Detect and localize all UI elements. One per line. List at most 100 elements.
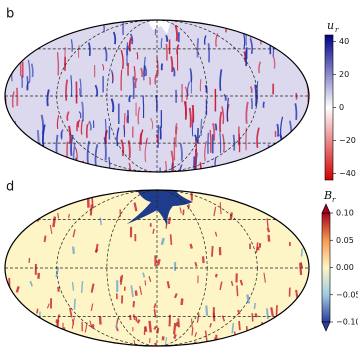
field-streak [251, 313, 254, 322]
field-streak [291, 197, 296, 208]
field-streak [148, 275, 152, 282]
flow-stripe [203, 35, 207, 45]
field-streak [17, 336, 20, 343]
flow-stripe [57, 153, 60, 172]
panel-label: d [6, 180, 14, 195]
flow-stripe [226, 97, 229, 122]
field-streak [177, 318, 180, 328]
flow-stripe [14, 40, 17, 49]
flow-stripe [305, 25, 309, 34]
flow-stripe [286, 171, 290, 172]
field-streak [267, 234, 271, 242]
flow-stripe [26, 47, 30, 55]
field-streak [52, 216, 57, 228]
flow-stripe [188, 107, 192, 128]
flow-stripe [269, 40, 272, 55]
flow-stripe [28, 147, 31, 160]
field-streak [196, 313, 200, 323]
field-streak [49, 224, 53, 235]
flow-stripe [10, 158, 14, 172]
field-streak [161, 336, 165, 341]
field-streak [270, 307, 274, 317]
field-streak [154, 342, 158, 346]
colorbar-tick-label: −40 [339, 169, 356, 178]
flow-stripe [6, 53, 9, 71]
field-streak [15, 286, 20, 293]
field-streak [299, 262, 303, 276]
field-streak [239, 279, 244, 286]
colorbar-tick-label: 20 [339, 70, 349, 79]
flow-stripe [112, 31, 117, 45]
field-streak [265, 308, 269, 320]
flow-stripe [19, 159, 22, 172]
flow-stripe [129, 33, 134, 45]
flow-stripe [290, 48, 294, 58]
flow-stripe [232, 134, 236, 151]
field-streak [5, 195, 8, 204]
field-streak [246, 294, 251, 304]
flow-stripe [212, 122, 216, 141]
flow-stripe [290, 143, 294, 152]
flow-stripe [120, 49, 124, 70]
field-streak [129, 314, 132, 321]
flow-stripe [8, 26, 12, 45]
flow-stripe [150, 117, 154, 130]
flow-stripe [268, 160, 271, 172]
flow-stripe [140, 129, 144, 145]
flow-stripe [33, 141, 37, 155]
flow-stripe [133, 65, 136, 81]
flow-stripe [112, 72, 114, 83]
flow-stripe [196, 38, 199, 58]
field-streak [153, 325, 157, 330]
flow-stripe [82, 160, 86, 172]
field-streak [258, 243, 262, 248]
field-streak [179, 207, 182, 214]
flow-stripe [127, 140, 131, 159]
field-streak [89, 204, 93, 216]
flow-stripe [270, 153, 274, 172]
field-streak [71, 317, 75, 329]
flow-stripe [116, 127, 120, 147]
field-streak [185, 344, 189, 346]
field-streak [193, 341, 198, 346]
field-streak [72, 229, 76, 238]
panel: d 0.10 0.05 0.00 −0.05 −0.10 B r [4, 180, 358, 347]
flow-stripe [254, 84, 258, 107]
flow-stripe [160, 38, 163, 49]
field-streak [119, 274, 124, 285]
flow-stripe [46, 89, 50, 107]
flow-stripe [209, 129, 212, 153]
field-streak [43, 235, 47, 243]
flow-stripe [30, 63, 34, 78]
flow-stripe [170, 56, 174, 73]
flow-stripe [294, 156, 297, 172]
flow-stripe [70, 134, 74, 156]
flow-stripe [143, 56, 146, 77]
flow-stripe [41, 124, 46, 147]
flow-stripe [179, 143, 183, 161]
field-streak [303, 238, 308, 243]
field-streak [194, 261, 198, 267]
flow-stripe [140, 67, 144, 77]
field-streak [263, 272, 266, 283]
flow-stripe [40, 114, 45, 135]
field-streak [236, 285, 239, 297]
field-streak [191, 318, 193, 329]
flow-stripe [276, 147, 281, 164]
field-streak [189, 243, 193, 249]
flow-stripe [120, 139, 125, 157]
field-streak [9, 322, 14, 335]
field-streak [230, 280, 234, 286]
flow-stripe [76, 121, 79, 132]
field-streak [6, 199, 11, 208]
flow-stripe [149, 76, 151, 85]
field-streak [214, 231, 218, 237]
field-streak [175, 321, 179, 327]
field-streak [205, 305, 209, 316]
field-streak [47, 196, 50, 205]
field-streak [231, 323, 235, 334]
flow-stripe [172, 66, 176, 77]
field-streak [73, 298, 76, 310]
flow-stripe [142, 95, 145, 119]
flow-stripe [264, 166, 267, 172]
